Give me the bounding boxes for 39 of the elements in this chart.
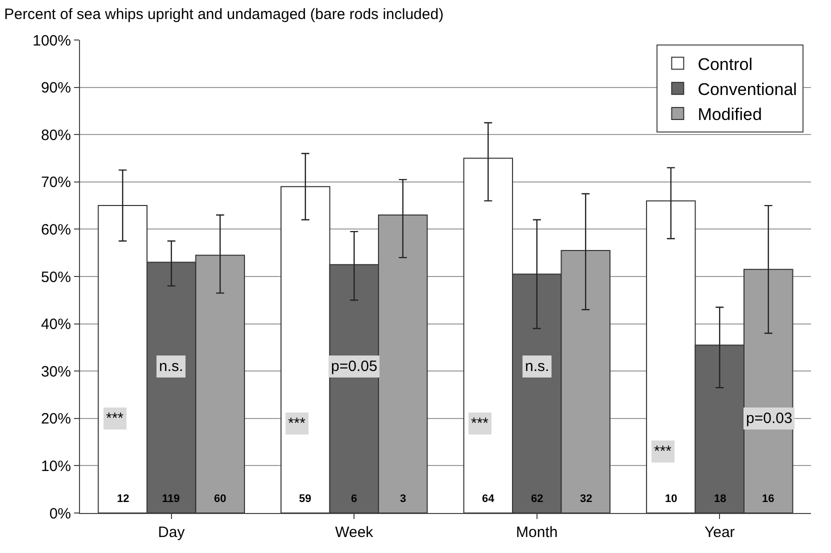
annotation: 16 (762, 493, 774, 505)
annotation: 12 (117, 493, 130, 505)
annotation: *** (106, 410, 124, 427)
chart-title: Percent of sea whips upright and undamaged (bare rods included) (4, 6, 444, 23)
annotation: p=0.03 (746, 410, 792, 427)
x-tick-label: Week (335, 524, 374, 541)
y-tick-label: 30% (40, 363, 71, 380)
annotation: 64 (482, 493, 496, 505)
legend-label: Control (698, 54, 753, 74)
annotation: p=0.05 (331, 358, 378, 375)
annotation: n.s. (159, 358, 184, 375)
y-tick-label: 70% (40, 174, 71, 192)
annotation: 18 (714, 493, 726, 505)
y-tick-label: 90% (40, 80, 71, 97)
y-tick-label: 60% (40, 221, 71, 238)
annotation: 62 (531, 493, 544, 505)
legend-label: Conventional (698, 80, 797, 100)
y-tick-label: 40% (40, 316, 71, 334)
y-tick-label: 100% (32, 32, 71, 50)
annotation: *** (471, 415, 489, 432)
x-tick-label: Day (158, 524, 186, 541)
legend-label: Modified (698, 105, 762, 124)
annotation: 3 (400, 493, 406, 505)
annotation: 60 (214, 493, 226, 505)
y-tick-label: 80% (40, 126, 71, 144)
annotation: 6 (351, 493, 358, 505)
annotation: 119 (162, 493, 180, 505)
y-tick-label: 20% (40, 410, 71, 428)
annotation: 10 (665, 493, 678, 505)
x-tick-label: Year (704, 524, 735, 541)
x-tick-label: Month (516, 524, 558, 541)
annotation: 32 (580, 493, 592, 505)
annotation: *** (288, 415, 306, 432)
annotation: 59 (299, 493, 312, 505)
annotation: *** (654, 443, 672, 460)
y-tick-label: 0% (49, 505, 71, 522)
annotation: n.s. (525, 358, 550, 375)
y-tick-label: 50% (40, 268, 71, 286)
y-tick-label: 10% (40, 458, 71, 475)
